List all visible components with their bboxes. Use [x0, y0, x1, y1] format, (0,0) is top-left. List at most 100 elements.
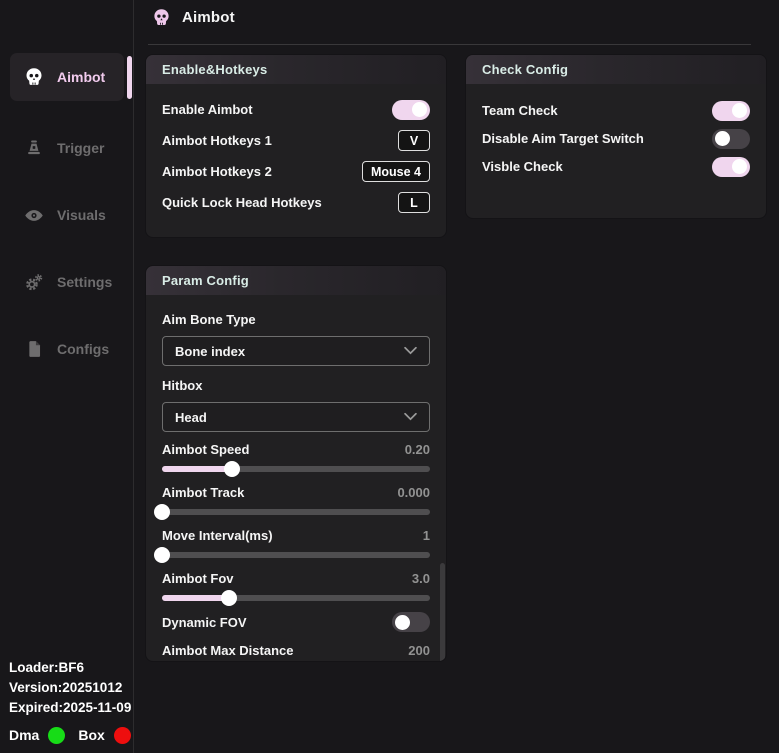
aim-bone-type-label: Aim Bone Type: [162, 312, 256, 327]
slider-value: 3.0: [411, 570, 430, 586]
row-label: Disable Aim Target Switch: [482, 131, 644, 146]
slider-value: 1: [422, 527, 430, 543]
sidebar: Aimbot Trigger Visuals: [0, 0, 134, 753]
slider-value: 0.000: [397, 484, 430, 500]
page-title: Aimbot: [182, 9, 235, 26]
sidebar-item-label: Configs: [57, 341, 110, 357]
active-indicator: [127, 56, 132, 99]
row-label: Team Check: [482, 103, 558, 118]
hitbox-dropdown[interactable]: Head: [162, 402, 430, 432]
aimbot-track-slider[interactable]: [154, 504, 430, 520]
skull-icon: [152, 8, 171, 27]
sidebar-item-configs[interactable]: Configs: [10, 325, 124, 373]
row-label: Enable Aimbot: [162, 102, 253, 117]
aimbot-speed-slider[interactable]: [162, 461, 430, 477]
visible-check-toggle[interactable]: [712, 156, 750, 177]
dynamic-fov-row: Dynamic FOV: [162, 612, 430, 632]
sidebar-item-settings[interactable]: Settings: [10, 258, 124, 306]
toggle-knob: [395, 614, 410, 630]
row-label: Aimbot Hotkeys 1: [162, 133, 272, 148]
quick-lock-head-keybind[interactable]: L: [398, 192, 430, 213]
row-hotkey-1: Aimbot Hotkeys 1 V: [162, 130, 430, 151]
sidebar-item-trigger[interactable]: Trigger: [10, 124, 124, 172]
dynamic-fov-toggle[interactable]: [392, 612, 430, 632]
hotkey-2-keybind[interactable]: Mouse 4: [361, 161, 430, 182]
team-check-toggle[interactable]: [712, 100, 750, 121]
slider-track: [162, 466, 430, 472]
move-interval-slider[interactable]: [154, 547, 430, 563]
panel-title: Param Config: [146, 266, 446, 295]
slider-label: Aimbot Speed: [162, 441, 250, 457]
slider-knob[interactable]: [154, 547, 170, 563]
row-label: Dynamic FOV: [162, 614, 247, 630]
file-icon: [24, 339, 44, 359]
row-disable-aim-target-switch: Disable Aim Target Switch: [482, 128, 750, 149]
page-header: Aimbot: [152, 8, 235, 27]
toggle-knob: [715, 131, 730, 146]
status-row: Dma Box: [9, 725, 131, 745]
sidebar-footer: Loader:BF6 Version:20251012 Expired:2025…: [9, 658, 131, 745]
scrollbar-thumb[interactable]: [440, 563, 445, 661]
loader-info: Loader:BF6: [9, 660, 85, 675]
gear-icon: [24, 272, 44, 293]
slider-value: 0.20: [404, 441, 430, 457]
box-label: Box: [78, 727, 105, 743]
slider-track: [162, 509, 430, 515]
slider-fill: [162, 595, 229, 601]
version-info: Version:20251012: [9, 680, 123, 695]
box-status-dot: [113, 726, 131, 744]
dropdown-value: Bone index: [175, 343, 246, 359]
row-quick-lock-head: Quick Lock Head Hotkeys L: [162, 192, 430, 213]
chevron-down-icon: [404, 408, 417, 426]
sidebar-item-label: Trigger: [57, 140, 105, 156]
sidebar-item-label: Visuals: [57, 207, 106, 223]
row-visible-check: Visble Check: [482, 156, 750, 177]
dropdown-value: Head: [175, 409, 207, 425]
slider-track: [162, 595, 430, 601]
row-team-check: Team Check: [482, 100, 750, 121]
aimbot-speed-row: Aimbot Speed 0.20: [162, 440, 430, 458]
row-hotkey-2: Aimbot Hotkeys 2 Mouse 4: [162, 161, 430, 182]
row-enable-aimbot: Enable Aimbot: [162, 99, 430, 120]
panel-title: Enable&Hotkeys: [146, 55, 446, 84]
enable-aimbot-toggle[interactable]: [392, 99, 430, 120]
slider-knob[interactable]: [154, 504, 170, 520]
row-value: 200: [408, 642, 430, 658]
dma-status-dot: [48, 726, 66, 744]
hotkey-1-keybind[interactable]: V: [398, 130, 430, 151]
panel-param-config: Param Config Aim Bone Type Bone index Hi…: [146, 266, 446, 661]
aim-bone-type-dropdown[interactable]: Bone index: [162, 336, 430, 366]
scrollbar[interactable]: [440, 563, 445, 661]
aimbot-fov-slider[interactable]: [162, 590, 430, 606]
sidebar-item-visuals[interactable]: Visuals: [10, 191, 124, 239]
chevron-down-icon: [404, 342, 417, 360]
toggle-knob: [732, 159, 747, 174]
toggle-knob: [732, 103, 747, 118]
sidebar-item-label: Settings: [57, 274, 113, 290]
panel-title: Check Config: [466, 55, 766, 84]
skull-icon: [24, 67, 44, 87]
toggle-knob: [412, 102, 427, 117]
slider-knob[interactable]: [223, 461, 240, 477]
move-interval-row: Move Interval(ms) 1: [162, 526, 430, 544]
slider-label: Aimbot Track: [162, 484, 245, 500]
hitbox-label: Hitbox: [162, 378, 203, 393]
row-label: Quick Lock Head Hotkeys: [162, 195, 322, 210]
slider-fill: [162, 466, 232, 472]
aimbot-fov-row: Aimbot Fov 3.0: [162, 569, 430, 587]
sidebar-item-label: Aimbot: [57, 69, 106, 85]
panel-check-config: Check Config Team Check Disable Aim Targ…: [466, 55, 766, 218]
trigger-icon: [24, 138, 44, 158]
slider-label: Move Interval(ms): [162, 527, 273, 543]
eye-icon: [24, 205, 44, 226]
aimbot-max-distance-row: Aimbot Max Distance 200: [162, 641, 430, 659]
row-label: Visble Check: [482, 159, 563, 174]
header-divider: [148, 44, 751, 45]
slider-label: Aimbot Fov: [162, 570, 234, 586]
expired-info: Expired:2025-11-09: [9, 700, 132, 715]
dma-label: Dma: [9, 727, 40, 743]
slider-track: [162, 552, 430, 558]
sidebar-item-aimbot[interactable]: Aimbot: [10, 53, 124, 101]
slider-knob[interactable]: [221, 590, 237, 606]
disable-aim-target-switch-toggle[interactable]: [712, 128, 750, 149]
